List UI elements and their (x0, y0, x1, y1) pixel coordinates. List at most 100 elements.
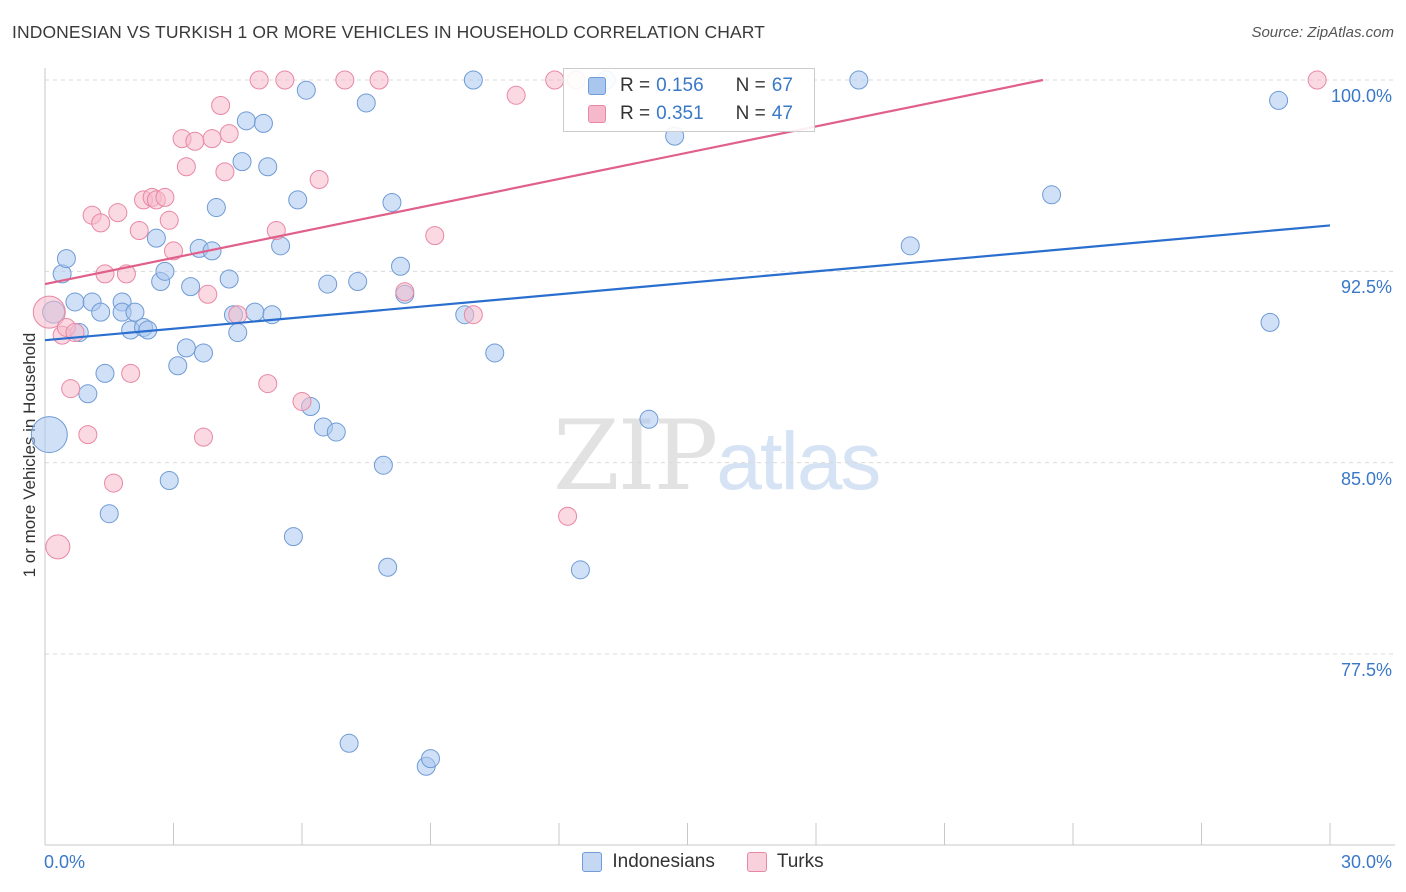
turks-point (292, 391, 312, 411)
indonesians-point (1260, 312, 1280, 332)
turks-point (275, 70, 295, 90)
indonesians-point (193, 343, 213, 363)
r-value: 0.156 (656, 75, 704, 96)
indonesians-point (326, 422, 346, 442)
indonesians-point (318, 274, 338, 294)
indonesians-trend-line (44, 224, 1331, 342)
r-label: R = (620, 75, 651, 96)
indonesians-point (125, 302, 145, 322)
indonesians-point (155, 261, 175, 281)
turks-point (155, 187, 175, 207)
turks-point (185, 131, 205, 151)
indonesians-point (253, 113, 273, 133)
turks-point (1307, 70, 1327, 90)
n-value: 47 (771, 103, 793, 124)
indonesians-point (421, 749, 440, 769)
indonesians-point (373, 455, 393, 475)
indonesians-swatch (588, 77, 606, 95)
turks-point (121, 363, 141, 383)
turks-point (129, 221, 149, 241)
indonesians-point (146, 228, 166, 248)
turks-point (198, 284, 218, 304)
indonesians-legend-swatch (582, 852, 603, 872)
turks-point (545, 70, 565, 90)
turks-point (176, 157, 196, 177)
x-tick-label-max: 30.0% (1340, 852, 1392, 872)
indonesians-point (900, 236, 920, 256)
legend-item-indonesians[interactable]: Indonesians (582, 851, 715, 873)
legend-label-turks: Turks (776, 851, 824, 872)
turks-point (558, 506, 578, 526)
indonesians-point (219, 269, 239, 289)
turks-trend-line (44, 78, 1044, 286)
indonesians-point (283, 527, 303, 547)
legend-item-turks[interactable]: Turks (746, 851, 824, 873)
indonesians-point (382, 192, 402, 212)
y-tick-label: 77.5% (1340, 660, 1392, 680)
indonesians-point (849, 70, 869, 90)
indonesians-point (639, 409, 659, 429)
indonesians-point (348, 272, 368, 292)
turks-legend-swatch (746, 852, 767, 872)
turks-point (506, 85, 526, 105)
n-label: N = (735, 103, 766, 124)
turks-point (193, 427, 213, 447)
stats-legend: R = 0.156 N = 67 R = 0.351 N = 47 (563, 68, 815, 132)
turks-point (249, 70, 269, 90)
indonesians-point (1269, 90, 1289, 110)
turks-point (45, 534, 71, 560)
turks-point (228, 305, 248, 325)
watermark-zip: ZIP (553, 400, 718, 512)
turks-point (32, 295, 66, 329)
y-tick-label: 85.0% (1340, 468, 1392, 489)
n-value: 67 (771, 75, 793, 96)
indonesians-point (78, 384, 98, 404)
indonesians-point (570, 560, 590, 580)
indonesians-point (56, 249, 76, 269)
turks-point (78, 425, 98, 445)
stats-legend-row-indonesians: R = 0.156 N = 67 (588, 73, 793, 99)
indonesians-point (391, 256, 411, 276)
stats-legend-row-turks: R = 0.351 N = 47 (588, 101, 793, 127)
turks-point (395, 282, 415, 302)
turks-swatch (588, 105, 606, 123)
turks-point (61, 379, 81, 399)
legend-label-indonesians: Indonesians (612, 851, 715, 872)
y-tick-label: 100.0% (1330, 86, 1392, 106)
watermark-atlas: atlas (716, 416, 881, 507)
indonesians-point (65, 292, 85, 312)
indonesians-point (95, 363, 115, 383)
turks-point (463, 305, 483, 325)
indonesians-point (258, 157, 278, 177)
turks-point (164, 241, 183, 261)
indonesians-point (176, 338, 196, 358)
indonesians-point (228, 323, 248, 343)
indonesians-point (30, 416, 68, 454)
turks-point (202, 129, 222, 149)
indonesians-point (463, 70, 483, 90)
y-tick-label: 92.5% (1340, 277, 1392, 298)
series-legend: Indonesians Turks (0, 851, 1406, 873)
indonesians-point (378, 557, 398, 577)
turks-point (309, 169, 329, 189)
indonesians-point (245, 302, 265, 322)
watermark: ZIPatlas (553, 400, 881, 512)
indonesians-point (485, 343, 505, 363)
indonesians-point (356, 93, 376, 113)
turks-point (215, 162, 235, 182)
turks-point (108, 203, 128, 223)
indonesians-point (99, 504, 119, 524)
indonesians-point (296, 80, 316, 100)
turks-point (369, 70, 389, 90)
indonesians-point (236, 111, 256, 131)
turks-point (104, 473, 124, 493)
r-label: R = (620, 103, 651, 124)
turks-point (258, 374, 278, 394)
indonesians-point (206, 198, 226, 218)
indonesians-point (339, 733, 359, 753)
chart-title: INDONESIAN VS TURKISH 1 OR MORE VEHICLES… (12, 22, 765, 42)
turks-point (159, 210, 179, 230)
indonesians-point (91, 302, 111, 322)
n-label: N = (735, 75, 766, 96)
